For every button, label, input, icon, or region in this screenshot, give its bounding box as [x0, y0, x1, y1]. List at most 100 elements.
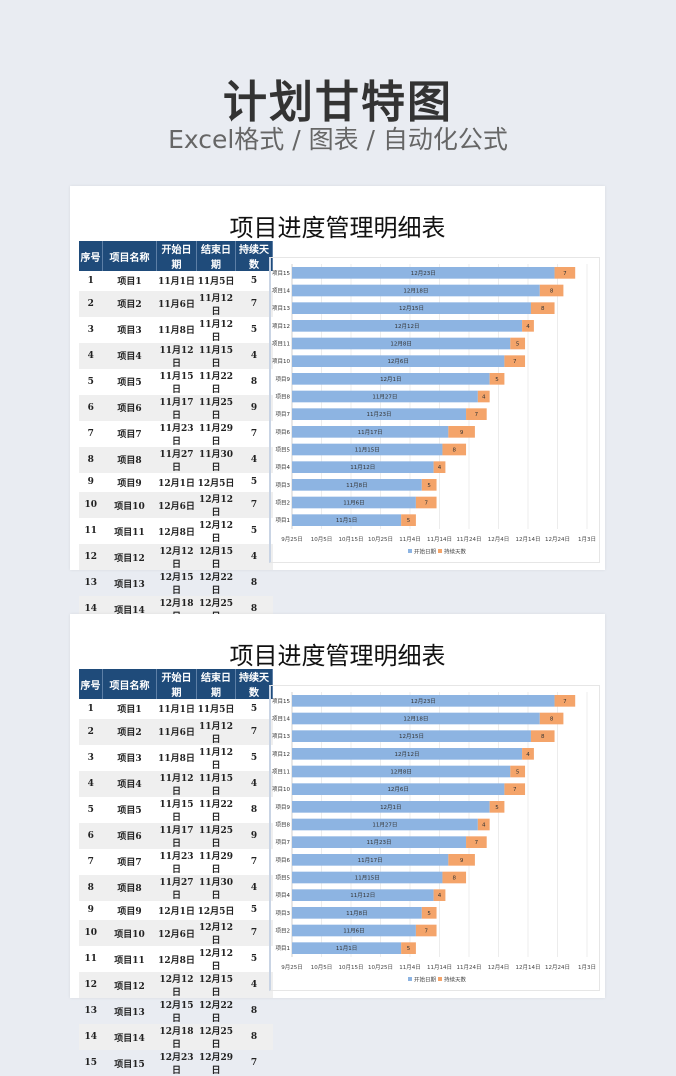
duration-label: 5: [407, 518, 411, 524]
table-cell: 12月12日: [156, 544, 197, 571]
table-cell: 项目6: [102, 394, 157, 421]
table-cell: 1: [87, 703, 94, 714]
start-date-label: 11月12日: [350, 464, 375, 471]
project-table: 序号 项目名称 开始日期 结束日期 持续天数 1 项目1 11月1日 11月5日 5 2 项目2 11月…: [79, 669, 273, 1076]
x-tick-label: 10月25日: [368, 964, 393, 971]
table-cell: 11月17日: [156, 822, 197, 849]
table-cell: 12月12日: [196, 492, 236, 519]
start-date-label: 12月1日: [380, 804, 402, 811]
table-cell: 7: [235, 718, 273, 745]
legend-swatch: [438, 977, 442, 981]
table-cell: 项目3: [117, 326, 142, 337]
table-cell: 11: [84, 954, 98, 965]
table-cell: 7: [87, 428, 94, 439]
table-cell: 9: [235, 394, 273, 421]
table-cell: 项目7: [117, 858, 142, 869]
table-cell: 2: [79, 718, 103, 745]
table-cell: 5: [250, 954, 258, 965]
table-cell: 7: [235, 920, 273, 947]
table-cell: 项目6: [102, 822, 157, 849]
table-cell: 14: [79, 1024, 103, 1051]
duration-label: 8: [453, 448, 457, 454]
table-cell: 13: [84, 578, 98, 589]
table-row: 11 项目11 12月8日 12月12日 5: [79, 946, 273, 972]
y-tick-label: 项目8: [276, 394, 291, 401]
duration-label: 7: [424, 501, 428, 507]
legend-label: 开始日期: [414, 976, 437, 984]
table-cell: 8: [235, 1024, 273, 1051]
start-date-label: 11月23日: [367, 839, 392, 846]
start-date-label: 11月17日: [358, 429, 383, 436]
table-cell: 项目12: [102, 972, 157, 999]
start-date-bar: [292, 924, 416, 937]
legend-label: 持续天数: [444, 976, 467, 984]
table-cell: 11月15日: [196, 770, 236, 797]
start-date-bar: [292, 320, 523, 332]
table-cell: 项目7: [117, 430, 142, 441]
table-cell: 11月12日: [198, 319, 234, 343]
x-tick-label: 10月25日: [368, 536, 393, 543]
table-cell: 3: [87, 324, 94, 335]
table-row: 6 项目6 11月17日 11月25日 9: [79, 394, 273, 421]
table-cell: 12月6日: [156, 492, 197, 519]
table-cell: 11月15日: [196, 342, 236, 369]
table-cell: 11月6日: [156, 718, 197, 745]
table-cell: 12月18日: [156, 1024, 197, 1051]
sheet-title: 项目进度管理明细表: [229, 642, 446, 670]
column-header: 开始日期: [156, 669, 197, 699]
duration-bar: [510, 765, 526, 778]
table-cell: 11月12日: [198, 747, 234, 771]
start-date-bar: [292, 854, 449, 866]
table-cell: 5: [87, 376, 94, 387]
table-cell: 12月12日: [156, 972, 197, 999]
start-date-bar: [292, 267, 555, 279]
duration-label: 9: [460, 858, 464, 864]
table-cell: 项目9: [117, 478, 142, 489]
table-cell: 5: [250, 752, 258, 763]
start-date-bar: [292, 783, 505, 795]
y-tick-label: 项目2: [276, 500, 291, 507]
table-row: 13 项目13 12月15日 12月22日 8: [79, 998, 273, 1024]
y-tick-label: 项目13: [272, 733, 290, 740]
duration-bar: [554, 695, 576, 707]
table-row: 12 项目12 12月12日 12月15日 4: [79, 544, 273, 571]
duration-bar: [510, 337, 526, 350]
table-cell: 12月23日: [159, 1053, 194, 1076]
table-row: 3 项目3 11月8日 11月12日 5: [79, 745, 273, 771]
start-date-label: 12月18日: [403, 288, 428, 295]
start-date-bar: [292, 443, 443, 456]
start-date-label: 12月23日: [411, 270, 436, 277]
start-date-label: 12月12日: [395, 751, 420, 758]
duration-bar: [530, 302, 555, 314]
table-cell: 12月12日: [198, 949, 234, 973]
start-date-label: 11月1日: [336, 945, 358, 952]
table-cell: 11月12日: [156, 342, 197, 369]
y-tick-label: 项目6: [276, 429, 291, 436]
legend-swatch: [408, 549, 412, 553]
table-row: 8 项目8 11月27日 11月30日 4: [79, 874, 273, 901]
start-date-bar: [292, 712, 540, 725]
duration-bar: [415, 924, 437, 937]
start-date-bar: [292, 748, 523, 760]
x-tick-label: 12月14日: [516, 536, 541, 543]
table-cell: 6: [79, 822, 103, 849]
x-tick-label: 12月24日: [545, 536, 570, 543]
table-row: 6 项目6 11月17日 11月25日 9: [79, 822, 273, 849]
y-tick-label: 项目13: [272, 305, 290, 312]
duration-label: 7: [475, 412, 479, 418]
start-date-label: 11月1日: [336, 517, 358, 524]
duration-label: 7: [513, 359, 517, 365]
y-tick-label: 项目15: [272, 270, 290, 277]
table-row: 9 项目9 12月1日 12月5日 5: [79, 473, 273, 493]
y-tick-label: 项目4: [276, 464, 291, 471]
x-tick-label: 12月24日: [545, 964, 570, 971]
x-tick-label: 1月3日: [578, 964, 596, 971]
table-cell: 项目1: [117, 277, 142, 288]
duration-label: 4: [438, 465, 442, 471]
table-cell: 8: [250, 376, 258, 387]
start-date-bar: [292, 302, 531, 314]
start-date-bar: [292, 765, 511, 778]
duration-label: 8: [541, 306, 545, 312]
table-cell: 8: [79, 874, 103, 901]
duration-bar: [415, 496, 437, 509]
